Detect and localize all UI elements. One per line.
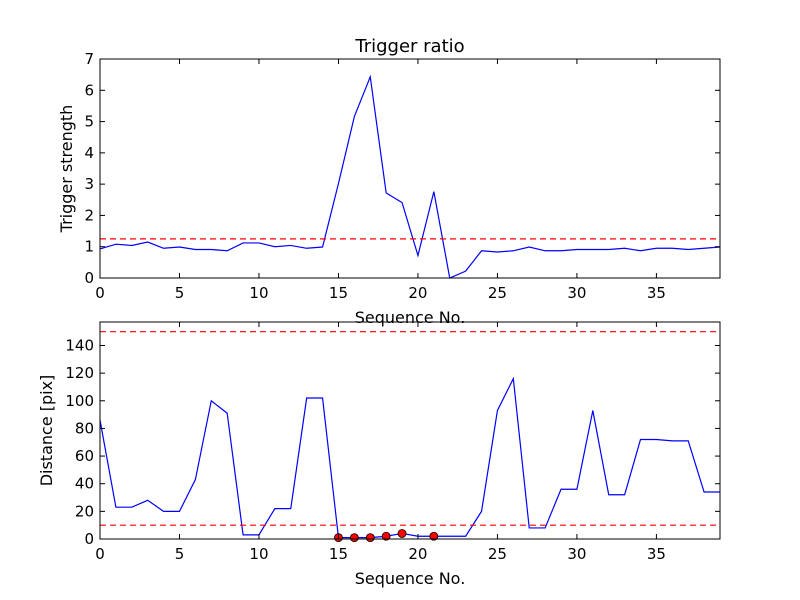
x-tick-label: 30	[567, 545, 586, 563]
x-tick-label: 0	[95, 545, 105, 563]
x-tick-label: 25	[488, 545, 507, 563]
y-tick-label: 7	[84, 50, 94, 68]
x-tick-label: 15	[329, 284, 348, 302]
y-tick-label: 20	[75, 502, 94, 520]
x-tick-label: 30	[567, 284, 586, 302]
y-tick-label: 40	[75, 475, 94, 493]
chart-title: Trigger ratio	[354, 36, 464, 57]
y-tick-label: 80	[75, 419, 94, 437]
marker-point	[381, 531, 391, 541]
marker-point	[429, 531, 439, 541]
distance-chart: 0 5 10 15 20 25 30 35 0 20 40 60 80 100 120 140 Sequence…	[37, 321, 721, 588]
y-axis-label: Distance [pix]	[37, 375, 56, 487]
trigger-ratio-chart: 0 5 10 15 20 25 30 35 0 1 2 3 4 5 6 7 Sequence No. Trigge…	[57, 36, 721, 327]
x-tick-label: 20	[408, 284, 427, 302]
x-axis-label: Sequence No.	[355, 569, 466, 588]
x-tick-label: 5	[175, 284, 185, 302]
y-tick-label: 5	[84, 113, 94, 131]
marker-point	[397, 529, 407, 538]
x-axis-label: Sequence No.	[355, 308, 466, 327]
plot-frame	[99, 58, 721, 279]
y-tick-label: 140	[65, 336, 94, 354]
y-tick-label: 6	[84, 81, 94, 99]
series-line-0	[99, 376, 720, 539]
x-tick-label: 35	[647, 284, 666, 302]
y-tick-label: 100	[65, 392, 94, 410]
series-line-0	[99, 74, 721, 279]
marker-point	[349, 533, 359, 543]
x-tick-label: 10	[249, 284, 268, 302]
marker-point	[365, 533, 375, 543]
y-tick-label: 4	[84, 144, 94, 162]
y-tick-label: 120	[65, 364, 94, 382]
x-tick-label: 10	[249, 545, 268, 563]
x-tick-label: 20	[408, 545, 427, 563]
y-tick-label: 0	[84, 269, 94, 287]
x-tick-label: 15	[329, 545, 348, 563]
y-tick-label: 3	[84, 175, 94, 193]
x-tick-label: 0	[95, 284, 105, 302]
x-tick-label: 25	[488, 284, 507, 302]
x-tick-label: 35	[647, 545, 666, 563]
y-tick-label: 1	[84, 238, 94, 256]
y-tick-label: 2	[84, 206, 94, 224]
y-tick-label: 60	[75, 447, 94, 465]
plot-frame	[99, 321, 721, 540]
y-tick-label: 0	[84, 530, 94, 548]
y-axis-label: Trigger strength	[57, 105, 76, 234]
x-tick-label: 5	[175, 545, 185, 563]
